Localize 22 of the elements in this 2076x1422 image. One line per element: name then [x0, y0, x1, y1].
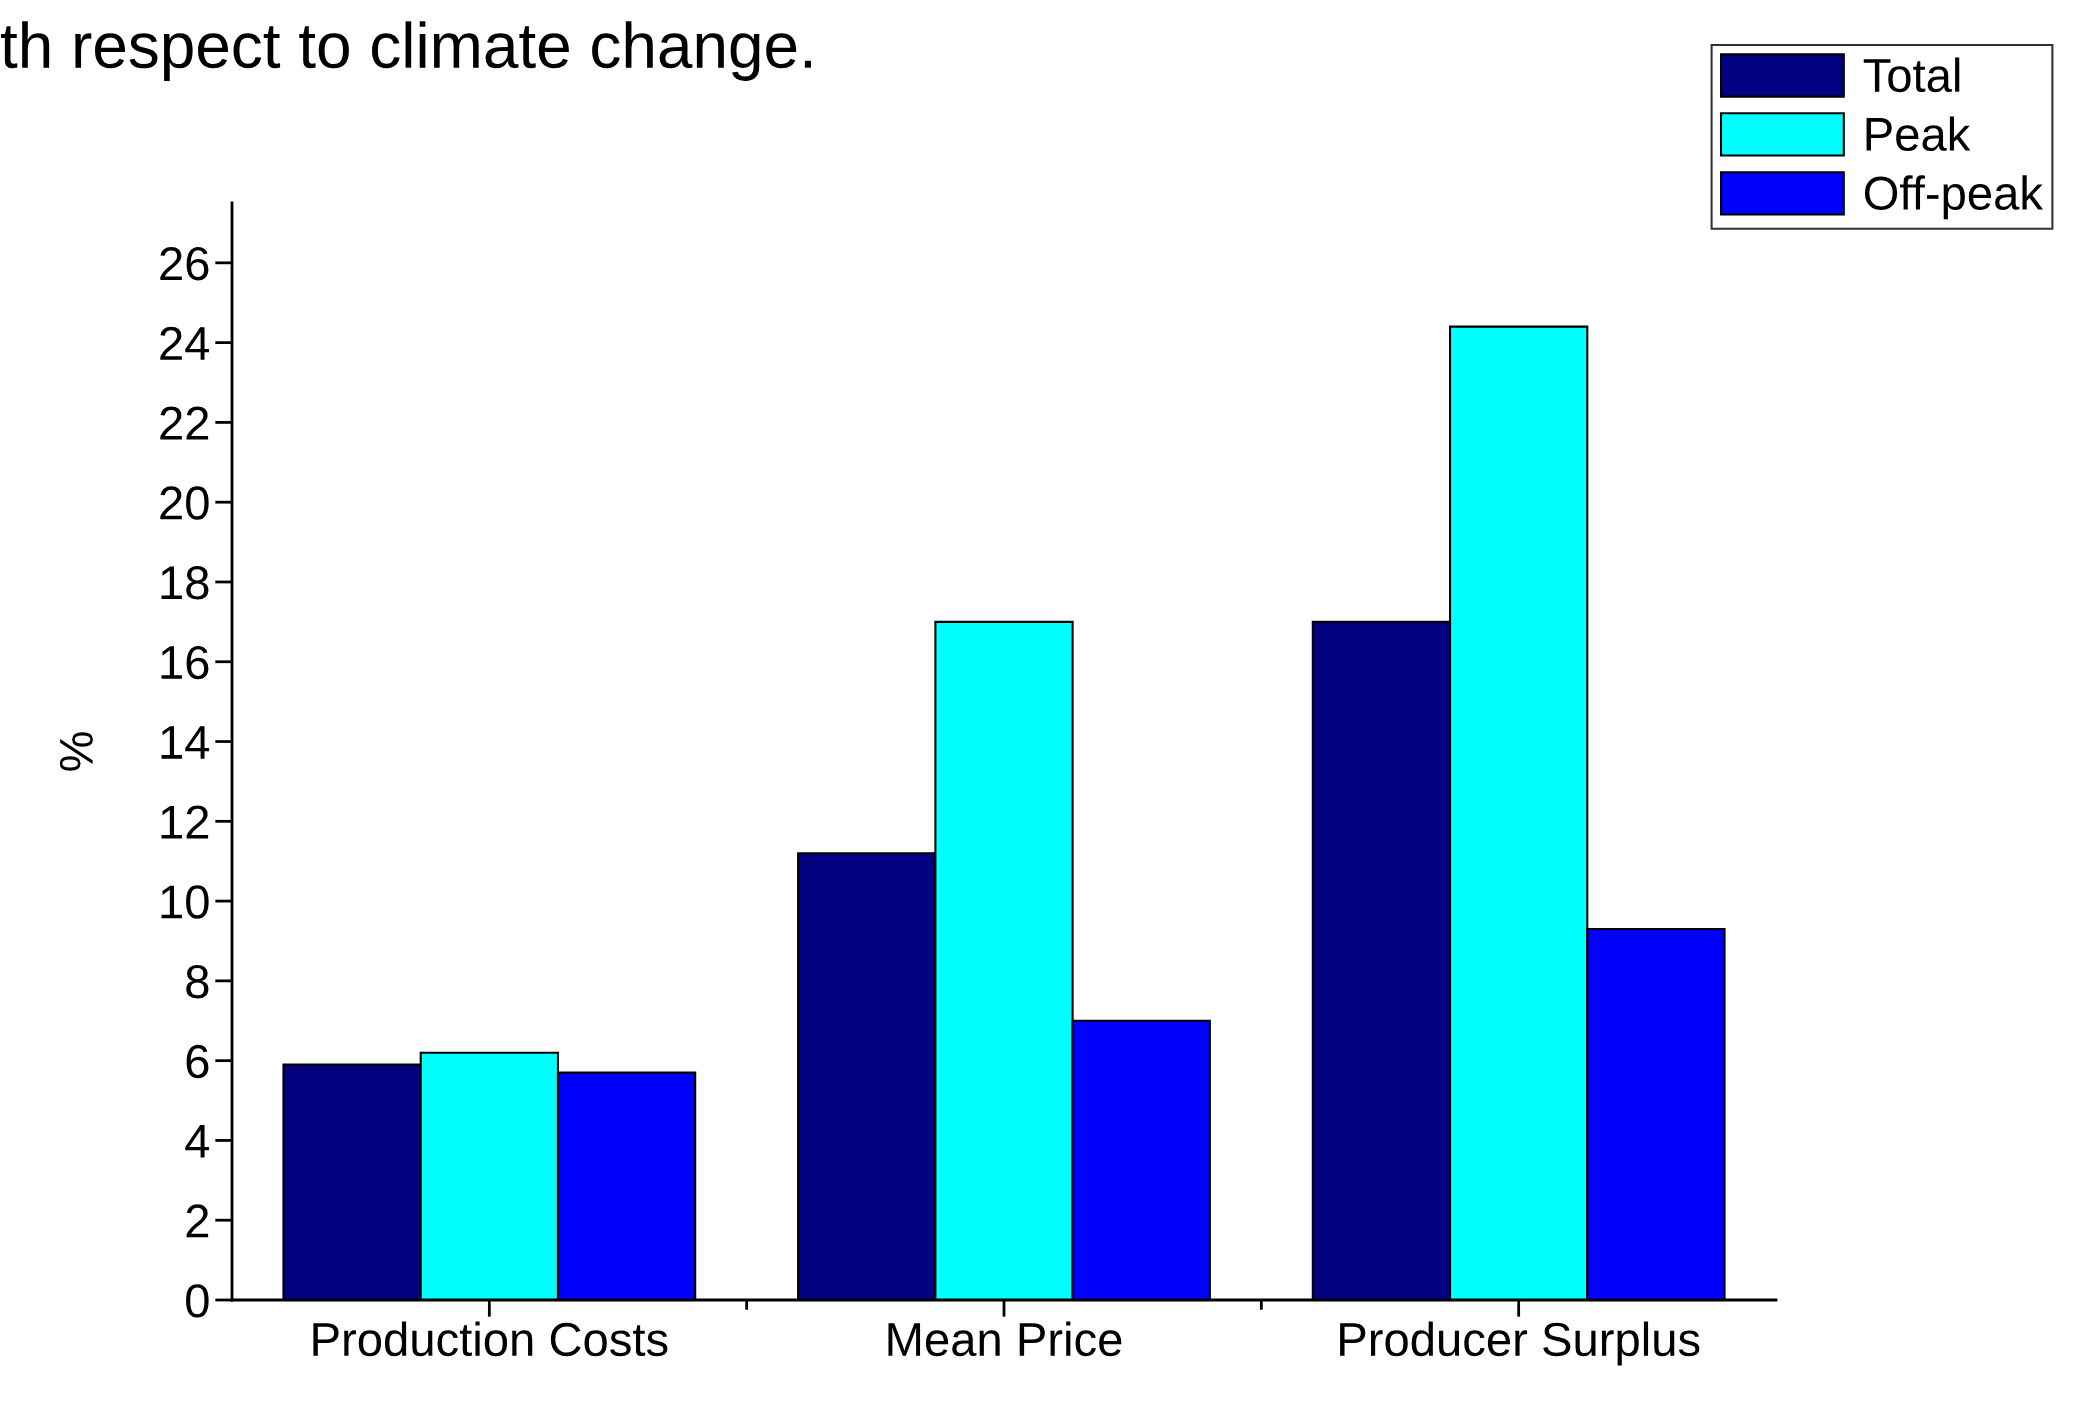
y-axis-title: %	[59, 732, 93, 771]
legend-label: Off-peak	[1864, 175, 2044, 220]
y-tick-label: 8	[186, 965, 209, 999]
x-tick-label: Producer Surplus	[1340, 1321, 1700, 1366]
y-tick-label: 12	[161, 805, 209, 839]
y-tick-label: 22	[160, 406, 209, 440]
x-tick-label: Production Costs	[313, 1321, 668, 1357]
y-tick-label: 10	[161, 885, 209, 919]
y-tick-label: 14	[161, 726, 210, 759]
legend-label: Total	[1863, 57, 1960, 93]
y-tick-label: 0	[186, 1284, 209, 1318]
chart-title: th respect to climate change.	[0, 21, 811, 81]
y-tick-label: 18	[161, 566, 209, 600]
y-tick-label: 2	[186, 1204, 209, 1238]
y-tick-label: 16	[161, 645, 209, 680]
y-tick-label: 4	[185, 1125, 210, 1158]
legend-label: Peak	[1866, 116, 1971, 152]
x-tick-label: Mean Price	[888, 1321, 1122, 1357]
y-tick-label: 26	[160, 246, 209, 281]
y-tick-label: 6	[186, 1044, 209, 1079]
y-tick-label: 20	[160, 486, 209, 520]
y-tick-label: 24	[160, 326, 210, 360]
